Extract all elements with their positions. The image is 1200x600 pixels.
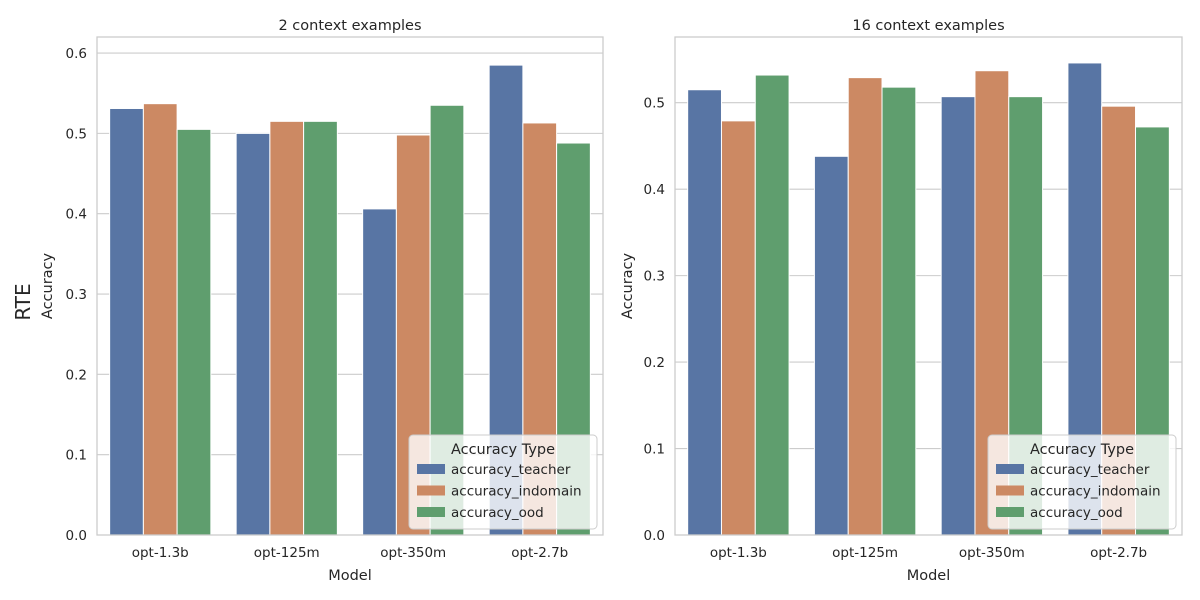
x-tick-label: opt-125m <box>832 545 898 561</box>
bar-accuracy-indomain <box>720 120 756 536</box>
x-tick-label: opt-2.7b <box>511 545 568 561</box>
legend: Accuracy Type accuracy_teacher accuracy_in… <box>408 434 598 530</box>
y-tick-label: 0.5 <box>66 126 87 142</box>
legend-title: Accuracy Type <box>1030 442 1134 458</box>
bar-accuracy-indomain <box>142 103 178 536</box>
legend-entry: accuracy_teacher <box>1030 462 1150 478</box>
bar-accuracy-indomain <box>269 120 305 536</box>
legend-swatch <box>996 507 1024 517</box>
x-tick-label: opt-1.3b <box>710 545 767 561</box>
bar-accuracy-ood <box>303 120 338 536</box>
legend-swatch <box>417 507 445 517</box>
x-tick-label: opt-350m <box>380 545 446 561</box>
y-axis-label: Accuracy <box>620 252 636 319</box>
bar-accuracy-ood <box>176 128 212 536</box>
y-axis-label: Accuracy <box>40 252 56 319</box>
y-tick-label: 0.2 <box>66 367 87 383</box>
y-tick-label: 0.4 <box>644 182 665 198</box>
x-tick-label: opt-350m <box>959 545 1025 561</box>
legend-swatch <box>996 464 1024 474</box>
legend-entry: accuracy_indomain <box>1030 484 1161 500</box>
axes-frame <box>674 36 1183 536</box>
bar-accuracy-teacher <box>362 208 397 536</box>
legend-swatch <box>417 485 445 496</box>
chart-title: 16 context examples <box>852 18 1004 34</box>
bar-accuracy-teacher <box>813 155 849 536</box>
bar-accuracy-ood <box>754 74 790 536</box>
legend-entry: accuracy_ood <box>1030 505 1123 521</box>
x-axis-label: Model <box>328 568 372 584</box>
row-label: RTE <box>11 283 35 320</box>
legend-entry: accuracy_teacher <box>451 462 571 478</box>
bar-accuracy-teacher <box>109 107 144 536</box>
legend-entry: accuracy_ood <box>451 505 544 521</box>
y-tick-label: 0.3 <box>66 287 87 303</box>
y-tick-label: 0.0 <box>66 528 87 544</box>
y-tick-label: 0.1 <box>644 442 665 458</box>
legend-box <box>987 434 1177 530</box>
bar-accuracy-teacher <box>687 89 722 536</box>
bar-accuracy-teacher <box>940 96 976 536</box>
chart-title: 2 context examples <box>278 18 421 34</box>
legend: Accuracy Type accuracy_teacher accuracy_in… <box>987 434 1177 530</box>
x-tick-label: opt-125m <box>254 545 320 561</box>
x-axis-label: Model <box>907 568 951 584</box>
y-tick-label: 0.0 <box>644 528 665 544</box>
legend-swatch <box>417 464 445 474</box>
x-tick-label: opt-1.3b <box>132 545 189 561</box>
y-tick-label: 0.1 <box>66 448 87 464</box>
y-tick-label: 0.2 <box>644 355 665 371</box>
chart-16-context: 0.0 0.1 0.2 0.3 0.4 0.5 opt-1.3b opt-125m opt-35… <box>620 18 1183 584</box>
legend-title: Accuracy Type <box>451 442 555 458</box>
y-tick-label: 0.3 <box>644 269 665 285</box>
chart-2-context: 0.0 0.1 0.2 0.3 0.4 0.5 0.6 opt-1.3b opt-125m opt… <box>40 18 604 584</box>
y-tick-label: 0.6 <box>66 46 87 62</box>
y-tick-label: 0.4 <box>66 207 87 223</box>
legend-entry: accuracy_indomain <box>451 484 582 500</box>
bar-accuracy-ood <box>881 86 917 536</box>
axes-frame <box>96 36 604 536</box>
bar-accuracy-teacher <box>235 132 271 536</box>
bar-accuracy-indomain <box>847 77 883 536</box>
y-tick-label: 0.5 <box>644 96 665 112</box>
legend-swatch <box>996 485 1024 496</box>
legend-box <box>408 434 598 530</box>
x-tick-label: opt-2.7b <box>1090 545 1147 561</box>
